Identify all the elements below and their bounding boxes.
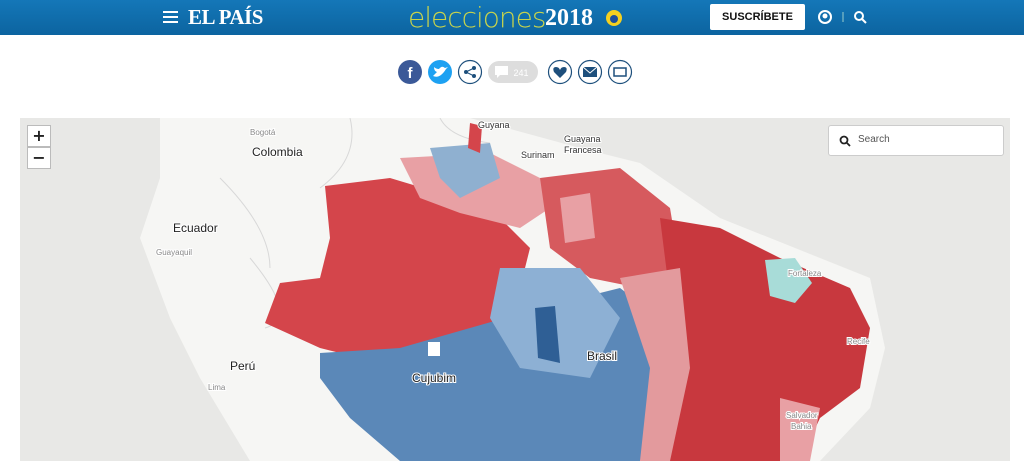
- brand-logo[interactable]: EL PAÍS: [188, 5, 263, 29]
- region-red: [468, 123, 482, 153]
- map-label: Recife: [847, 337, 870, 346]
- map-label: Ecuador: [173, 221, 218, 235]
- heart-icon: [553, 67, 567, 78]
- zoom-in[interactable]: +: [27, 125, 51, 147]
- user-icon[interactable]: [818, 10, 832, 24]
- map-label: Bogotá: [250, 128, 276, 137]
- map-search[interactable]: Search: [828, 125, 1004, 156]
- section-year[interactable]: 2018: [545, 5, 593, 31]
- share-glyph: [464, 66, 476, 78]
- region-darkblue: [535, 306, 560, 363]
- map-label: Brasil: [587, 349, 617, 363]
- subscribe-button[interactable]: SUSCRÍBETE: [710, 4, 805, 30]
- map-label: Bahia: [791, 422, 812, 431]
- borders: [219, 118, 491, 329]
- region-teal: [765, 258, 812, 303]
- map-label: Fortaleza: [788, 269, 822, 278]
- share-button[interactable]: [457, 59, 483, 85]
- print-icon: [613, 67, 627, 77]
- header-icons: [818, 10, 867, 24]
- region-pink: [780, 398, 820, 461]
- search-placeholder: Search: [858, 134, 890, 145]
- search-glyph: [839, 135, 851, 147]
- print-button[interactable]: [607, 59, 633, 85]
- facebook-button[interactable]: [398, 60, 422, 84]
- comment-icon: [495, 66, 508, 78]
- region-pink: [620, 268, 690, 461]
- map-label: Surinam: [521, 150, 555, 160]
- search-handle: [861, 18, 867, 24]
- region-white: [428, 342, 440, 356]
- region-lightblue: [430, 143, 500, 198]
- mail-flap: [582, 66, 598, 74]
- menu-icon[interactable]: [163, 10, 179, 24]
- election-map[interactable]: Bogotá Colombia Guyana Surinam Guayana F…: [20, 118, 1010, 461]
- flag-icon: [606, 10, 622, 26]
- region-pink: [560, 193, 595, 243]
- top-bar: EL PAÍS elecciones 2018 SUSCRÍBETE: [0, 0, 1024, 35]
- map-label: Guyana: [478, 120, 510, 130]
- search-icon[interactable]: [854, 11, 864, 21]
- map-label: Lima: [208, 383, 226, 392]
- map-label: Guayaquil: [156, 248, 192, 257]
- comment-count: 241: [513, 68, 528, 78]
- region-red: [660, 218, 870, 461]
- user-head: [822, 13, 828, 19]
- map-label: Colombia: [252, 145, 303, 159]
- map-label: Salvador: [786, 411, 818, 420]
- region-red: [265, 178, 530, 363]
- map-label: Guayana: [564, 134, 601, 144]
- facebook-f: f: [408, 65, 414, 82]
- map-canvas: Bogotá Colombia Guyana Surinam Guayana F…: [20, 118, 1010, 461]
- mail-icon: [583, 67, 597, 77]
- map-label: Francesa: [564, 145, 602, 155]
- zoom-out[interactable]: −: [27, 147, 51, 169]
- map-label: Perú: [230, 359, 255, 373]
- twitter-bird: [433, 66, 448, 77]
- map-label: Cujubim: [412, 371, 456, 385]
- section-title[interactable]: elecciones: [408, 1, 546, 34]
- share-bar: f 241: [398, 59, 633, 85]
